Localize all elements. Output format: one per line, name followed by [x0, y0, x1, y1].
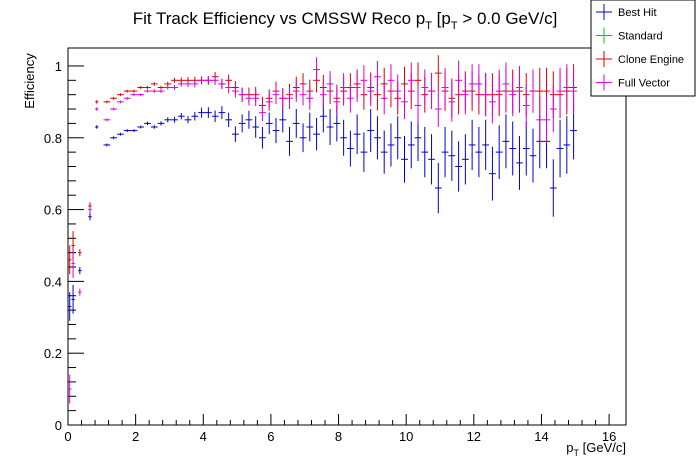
tick-labels: 0 2 4 6 8 10 12 14 16 0 0.2 0.4 0.6 0.8 1: [44, 59, 616, 444]
legend-label: Standard: [618, 31, 663, 43]
axis-ticks: [67, 65, 610, 426]
legend-label: Clone Engine: [618, 54, 684, 66]
chart-title: Fit Track Efficiency vs CMSSW Reco pT [p…: [133, 9, 558, 32]
x-tick-label: 14: [534, 429, 548, 444]
y-tick-label: 0: [55, 418, 62, 433]
legend-box: [590, 0, 696, 97]
y-axis-label: Efficiency: [22, 53, 37, 109]
data-series: [68, 55, 577, 404]
y-tick-label: 0.8: [44, 131, 62, 146]
legend: Best Hit Standard Clone Engine Full Vector: [590, 0, 696, 97]
y-tick-label: 1: [55, 59, 62, 74]
x-tick-label: 4: [200, 429, 207, 444]
x-axis-label: pT [GeV/c]: [566, 440, 626, 458]
x-tick-label: 16: [602, 429, 616, 444]
series-best-hit: [68, 100, 577, 321]
x-tick-label: 10: [399, 429, 413, 444]
x-tick-label: 6: [267, 429, 274, 444]
x-tick-label: 0: [64, 429, 71, 444]
y-tick-label: 0.4: [44, 274, 62, 289]
legend-label: Full Vector: [618, 78, 670, 90]
plot-frame: [67, 47, 627, 426]
series-full-vector: [68, 57, 577, 404]
y-tick-label: 0.6: [44, 203, 62, 218]
legend-entry: Clone Engine: [596, 51, 684, 67]
y-tick-label: 0.2: [44, 346, 62, 361]
legend-entry: Standard: [596, 27, 663, 44]
x-tick-label: 8: [335, 429, 342, 444]
x-tick-label: 2: [132, 429, 139, 444]
legend-entry: Full Vector: [596, 74, 670, 91]
legend-entry: Best Hit: [596, 4, 657, 20]
series-clone-engine: [68, 55, 577, 275]
x-tick-label: 12: [467, 429, 481, 444]
legend-label: Best Hit: [618, 7, 657, 19]
